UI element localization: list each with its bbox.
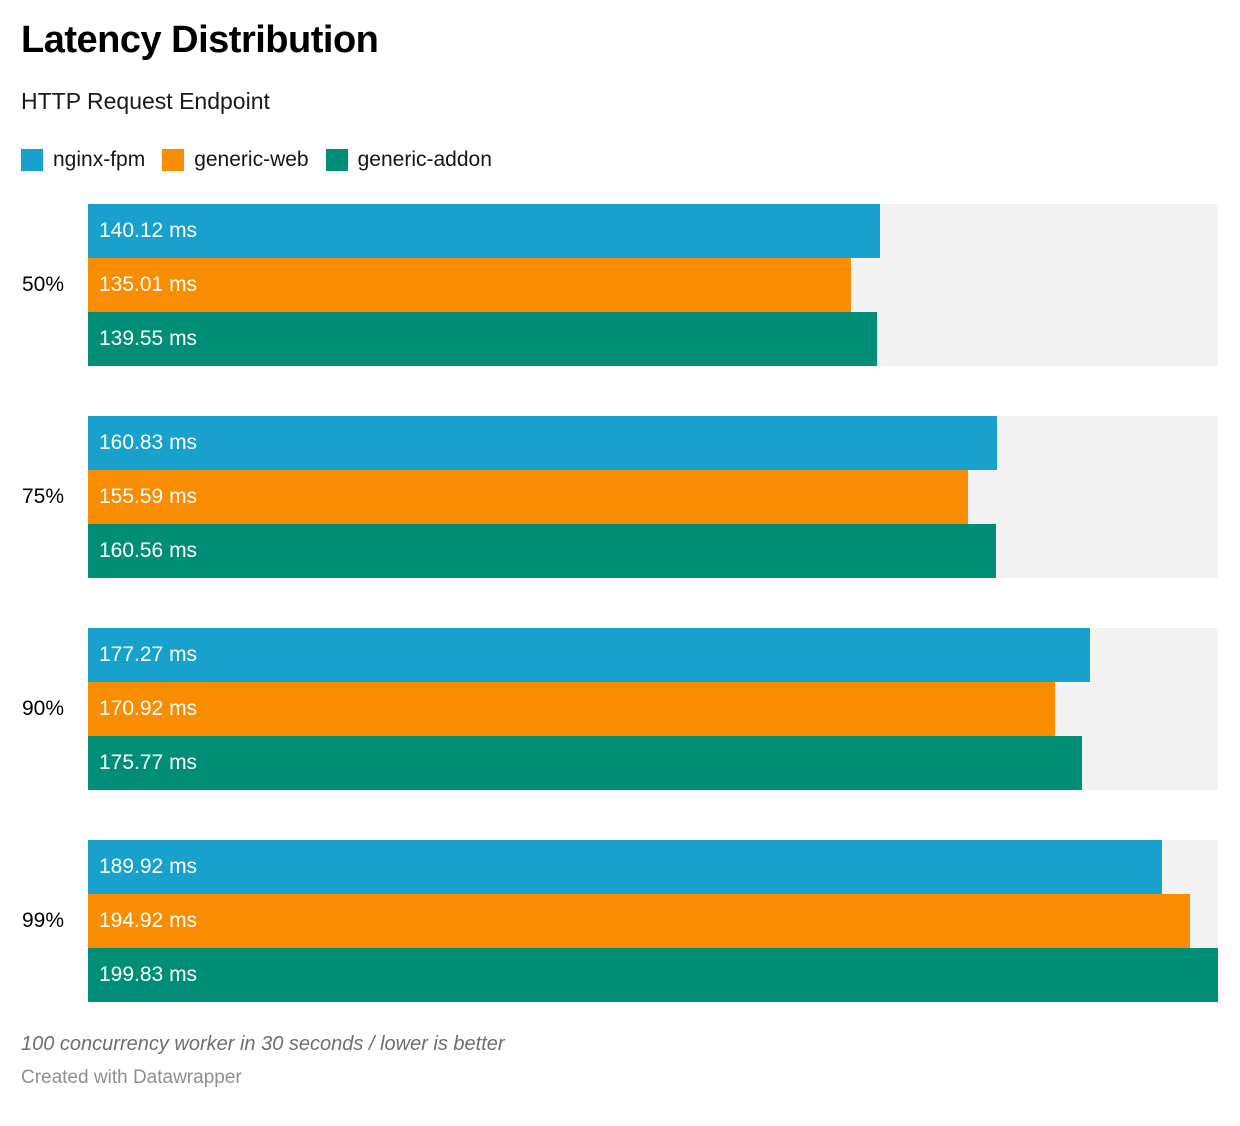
category-label: 90% xyxy=(21,697,64,721)
chart-container: Latency Distribution HTTP Request Endpoi… xyxy=(21,19,1218,1090)
legend-label: nginx-fpm xyxy=(53,148,146,172)
bar-track: 140.12 ms 135.01 ms 139.55 ms xyxy=(88,204,1218,367)
legend-swatch-icon xyxy=(21,149,43,172)
footer: 100 concurrency worker in 30 seconds / l… xyxy=(21,1032,1218,1090)
chart-title: Latency Distribution xyxy=(21,19,379,61)
bar-nginx-fpm[interactable]: 140.12 ms xyxy=(88,204,881,259)
bar-generic-addon[interactable]: 175.77 ms xyxy=(88,736,1082,791)
bar-track: 160.83 ms 155.59 ms 160.56 ms xyxy=(88,416,1218,579)
legend-swatch-icon xyxy=(325,149,348,172)
category-label: 99% xyxy=(21,909,64,933)
datawrapper-attribution-link[interactable]: Created with Datawrapper xyxy=(21,1067,242,1089)
bar-value-label: 177.27 ms xyxy=(99,643,198,667)
bar-generic-addon[interactable]: 139.55 ms xyxy=(88,312,878,367)
bar-generic-addon[interactable]: 199.83 ms xyxy=(88,948,1218,1003)
legend-swatch-icon xyxy=(162,149,185,172)
bar-generic-web[interactable]: 194.92 ms xyxy=(88,894,1191,949)
bar-generic-addon[interactable]: 160.56 ms xyxy=(88,524,996,579)
bar-value-label: 189.92 ms xyxy=(99,855,198,879)
bar-track: 177.27 ms 170.92 ms 175.77 ms xyxy=(88,628,1218,791)
bar-generic-web[interactable]: 135.01 ms xyxy=(88,258,852,313)
bar-value-label: 170.92 ms xyxy=(99,697,198,721)
bar-group-50: 50% 140.12 ms 135.01 ms 139.55 ms xyxy=(21,204,1218,367)
bar-value-label: 135.01 ms xyxy=(99,273,198,297)
bar-generic-web[interactable]: 155.59 ms xyxy=(88,470,968,525)
category-label: 50% xyxy=(21,273,64,297)
bar-generic-web[interactable]: 170.92 ms xyxy=(88,682,1055,737)
legend-label: generic-addon xyxy=(357,148,492,172)
bar-chart: 50% 140.12 ms 135.01 ms 139.55 ms 75% 16… xyxy=(21,204,1218,1003)
category-label: 75% xyxy=(21,485,64,509)
bar-group-99: 99% 189.92 ms 194.92 ms 199.83 ms xyxy=(21,840,1218,1003)
bar-group-90: 90% 177.27 ms 170.92 ms 175.77 ms xyxy=(21,628,1218,791)
bar-value-label: 194.92 ms xyxy=(99,909,198,933)
legend: nginx-fpm generic-web generic-addon xyxy=(21,148,1218,172)
bar-value-label: 140.12 ms xyxy=(99,219,198,243)
bar-nginx-fpm[interactable]: 177.27 ms xyxy=(88,628,1091,683)
legend-item-generic-web: generic-web xyxy=(162,148,309,172)
bar-value-label: 160.83 ms xyxy=(99,431,198,455)
bar-value-label: 155.59 ms xyxy=(99,485,198,509)
bar-nginx-fpm[interactable]: 160.83 ms xyxy=(88,416,998,471)
bar-value-label: 199.83 ms xyxy=(99,963,198,987)
legend-item-generic-addon: generic-addon xyxy=(325,148,492,172)
legend-label: generic-web xyxy=(194,148,309,172)
bar-group-75: 75% 160.83 ms 155.59 ms 160.56 ms xyxy=(21,416,1218,579)
chart-subtitle: HTTP Request Endpoint xyxy=(21,87,270,114)
bar-track: 189.92 ms 194.92 ms 199.83 ms xyxy=(88,840,1218,1003)
bar-value-label: 160.56 ms xyxy=(99,539,198,563)
bar-value-label: 175.77 ms xyxy=(99,751,198,775)
bar-value-label: 139.55 ms xyxy=(99,327,198,351)
legend-item-nginx-fpm: nginx-fpm xyxy=(21,148,145,172)
footer-note: 100 concurrency worker in 30 seconds / l… xyxy=(21,1033,505,1056)
bar-nginx-fpm[interactable]: 189.92 ms xyxy=(88,840,1162,895)
